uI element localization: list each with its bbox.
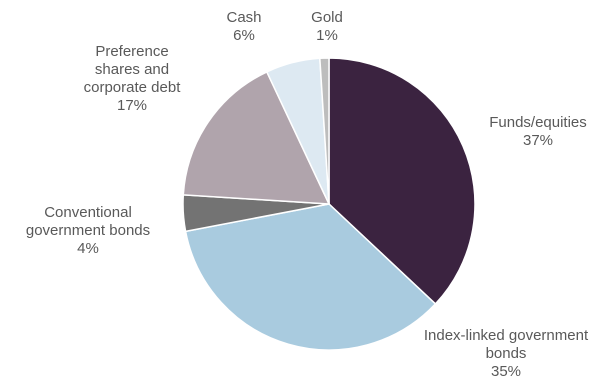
- slice-label-cash: Cash 6%: [226, 9, 261, 44]
- pie-slice-index-linked-government-bonds: [184, 203, 437, 351]
- slice-name-label: Cash: [226, 9, 261, 26]
- slice-label-conventional-government-bonds: Conventional government bonds 4%: [26, 204, 150, 257]
- slice-value-label: 1%: [316, 27, 338, 44]
- slice-labels: Funds/equities 37% Index-linked government…: [26, 9, 589, 380]
- slice-name-label: corporate debt: [84, 79, 182, 96]
- slice-value-label: 4%: [77, 240, 99, 257]
- slice-name-label: Funds/equities: [489, 114, 587, 131]
- pie-slices: [182, 57, 476, 351]
- slice-value-label: 37%: [523, 132, 553, 149]
- slice-name-label: Index-linked government: [424, 327, 589, 344]
- pie-slice-funds-equities: [328, 57, 476, 306]
- pie-slice-preference-shares-and-corporate-debt: [182, 70, 331, 205]
- slice-name-label: Gold: [311, 9, 343, 26]
- slice-name-label: Preference: [95, 43, 168, 60]
- slice-label-preference-shares-and-corporate-debt: Preference shares and corporate debt 17%: [84, 43, 182, 114]
- slice-value-label: 17%: [117, 97, 147, 114]
- slice-name-label: government bonds: [26, 222, 150, 239]
- slice-label-index-linked-government-bonds: Index-linked government bonds 35%: [424, 327, 589, 380]
- slice-label-gold: Gold 1%: [311, 9, 343, 44]
- slice-label-funds-equities: Funds/equities 37%: [489, 114, 587, 149]
- slice-name-label: Conventional: [44, 204, 132, 221]
- slice-name-label: shares and: [95, 61, 169, 78]
- slice-value-label: 35%: [491, 363, 521, 380]
- pie-slice-gold: [319, 57, 330, 205]
- slice-value-label: 6%: [233, 27, 255, 44]
- slice-name-label: bonds: [486, 345, 527, 362]
